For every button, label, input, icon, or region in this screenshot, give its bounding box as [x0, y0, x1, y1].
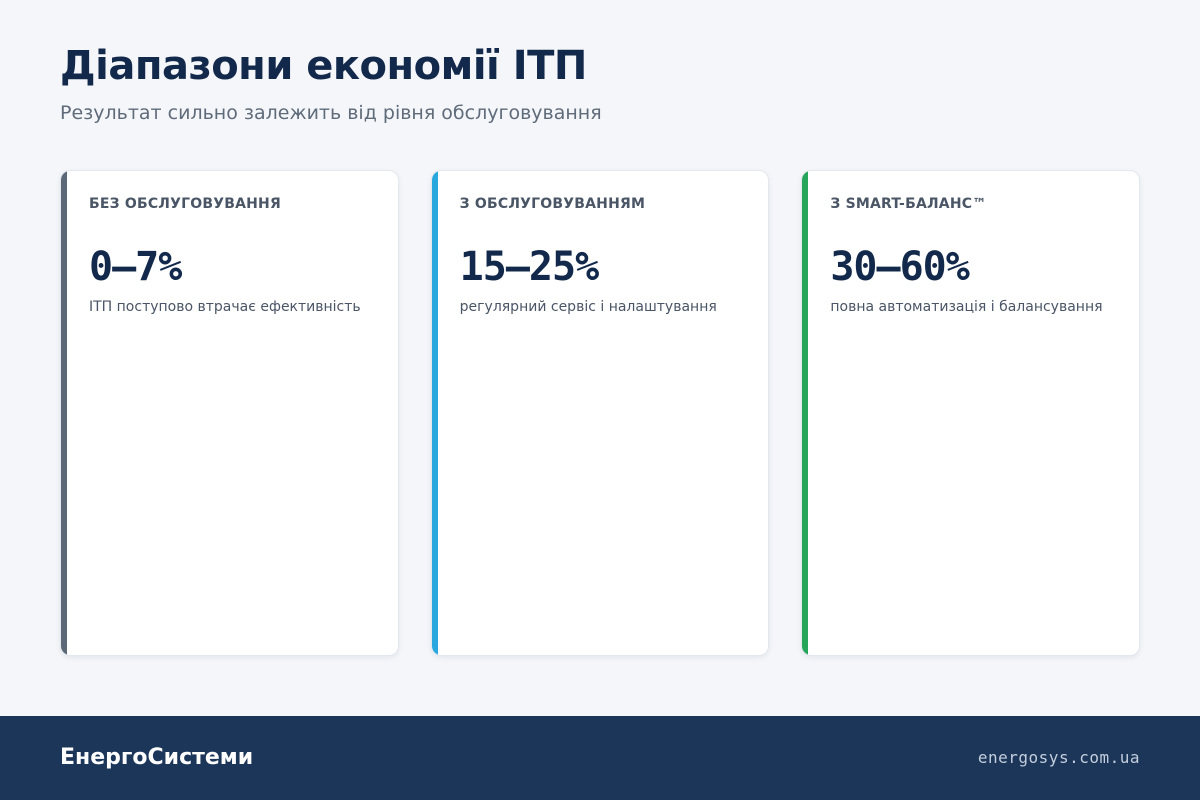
card-label: БЕЗ ОБСЛУГОВУВАННЯ	[89, 196, 281, 212]
card-value: 0–7%	[89, 244, 182, 290]
footer-url[interactable]: energosys.com.ua	[977, 748, 1140, 767]
card-accent-bar	[61, 171, 67, 655]
page-subtitle: Результат сильно залежить від рівня обсл…	[60, 102, 602, 124]
card-accent-bar	[802, 171, 809, 655]
footer: ЕнергоСистеми energosys.com.ua	[0, 716, 1200, 800]
card-description: регулярний сервіс і налаштування	[459, 299, 717, 315]
card-value: 15–25%	[459, 244, 599, 290]
page-title: Діапазони економії ІТП	[60, 43, 587, 89]
footer-brand: ЕнергоСистеми	[60, 745, 254, 770]
card-label: З SMART-БАЛАНС™	[830, 196, 987, 212]
card-with-maintenance: З ОБСЛУГОВУВАННЯМ 15–25% регулярний серв…	[430, 170, 770, 656]
card-accent-bar	[431, 171, 438, 655]
card-no-maintenance: БЕЗ ОБСЛУГОВУВАННЯ 0–7% ІТП поступово вт…	[60, 170, 399, 656]
savings-cards: БЕЗ ОБСЛУГОВУВАННЯ 0–7% ІТП поступово вт…	[60, 170, 1141, 656]
card-smart-balance: З SMART-БАЛАНС™ 30–60% повна автоматизац…	[801, 170, 1141, 656]
card-value: 30–60%	[830, 244, 969, 290]
card-label: З ОБСЛУГОВУВАННЯМ	[459, 196, 646, 212]
card-description: ІТП поступово втрачає ефективність	[89, 299, 361, 315]
card-description: повна автоматизація і балансування	[830, 299, 1103, 315]
